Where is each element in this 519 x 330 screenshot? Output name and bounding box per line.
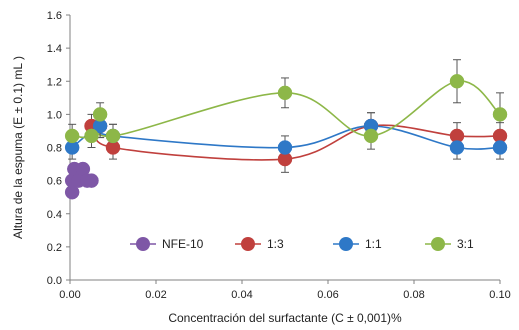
data-point bbox=[492, 140, 508, 155]
y-tick-label: 1.2 bbox=[47, 76, 62, 88]
legend-label: 1:3 bbox=[267, 237, 284, 251]
y-tick-label: 1.6 bbox=[47, 10, 62, 22]
y-tick-label: 0.0 bbox=[47, 275, 62, 287]
legend-marker bbox=[339, 237, 353, 251]
y-tick-label: 1.0 bbox=[47, 109, 62, 121]
x-tick-label: 0.10 bbox=[489, 289, 510, 301]
y-axis-title: Altura de la espuma (E ± 0.1) mL ) bbox=[11, 56, 25, 239]
legend-label: NFE-10 bbox=[162, 237, 204, 251]
data-point bbox=[492, 107, 508, 122]
data-point bbox=[363, 128, 379, 144]
data-point bbox=[277, 85, 293, 101]
y-tick-label: 0.4 bbox=[47, 209, 62, 221]
legend-marker bbox=[136, 237, 150, 251]
x-tick-label: 0.00 bbox=[59, 289, 80, 301]
legend-marker bbox=[241, 237, 255, 251]
data-point bbox=[277, 140, 293, 155]
data-point bbox=[64, 128, 80, 144]
x-tick-label: 0.08 bbox=[403, 289, 424, 301]
legend-label: 1:1 bbox=[365, 237, 382, 251]
data-point bbox=[449, 74, 465, 89]
legend-marker bbox=[431, 237, 445, 251]
legend: NFE-10 1:3 1:1 3:1 bbox=[130, 237, 474, 251]
legend-label: 3:1 bbox=[457, 237, 474, 251]
data-point bbox=[105, 128, 121, 144]
series-markers bbox=[64, 74, 508, 200]
y-tick-label: 1.4 bbox=[47, 43, 62, 55]
y-tick-label: 0.6 bbox=[47, 176, 62, 188]
data-point bbox=[449, 140, 465, 155]
axes: 0.0 0.2 0.4 0.6 0.8 1.0 1.2 1.4 1.6 0.00 0.02 0.04 0… bbox=[47, 10, 511, 301]
y-tick-label: 0.8 bbox=[47, 143, 62, 155]
x-axis-title: Concentración del surfactante (C ± 0,001… bbox=[168, 311, 402, 325]
data-point bbox=[84, 173, 99, 188]
y-tick-label: 0.2 bbox=[47, 242, 62, 254]
x-tick-label: 0.02 bbox=[145, 289, 166, 301]
x-tick-label: 0.04 bbox=[231, 289, 252, 301]
x-tick-label: 0.06 bbox=[317, 289, 338, 301]
data-point bbox=[92, 107, 108, 122]
data-point bbox=[84, 128, 99, 144]
